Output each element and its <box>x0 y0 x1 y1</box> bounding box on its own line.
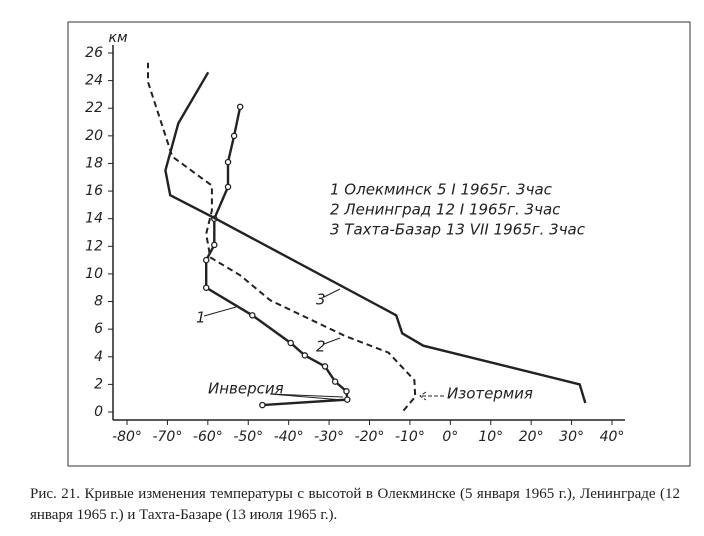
arrow <box>269 393 344 401</box>
point <box>211 241 218 249</box>
y-tick-label: 4 <box>94 349 103 365</box>
x-tick-label: 30° <box>559 429 584 445</box>
y-tick-label: 6 <box>94 321 103 337</box>
curve-label: 3 <box>316 291 326 309</box>
frame <box>67 21 691 467</box>
x-tick-label: -20° <box>355 429 385 445</box>
x-tick-label: -50° <box>233 429 263 445</box>
y-tick-label: 18 <box>85 155 103 171</box>
point <box>249 312 256 319</box>
y-tick-label: 24 <box>85 73 103 89</box>
x-tick-label: -10° <box>395 429 425 445</box>
x-tick-label: 40° <box>600 429 625 445</box>
point <box>224 183 232 191</box>
y-tick-label: 12 <box>85 238 103 254</box>
y-tick-label: 20 <box>85 128 103 144</box>
x-tick-label: 10° <box>478 429 503 445</box>
legend-entry: 1 Олекминск 5 I 1965г. 3час <box>330 181 553 199</box>
leader <box>323 337 341 345</box>
leader <box>323 288 341 298</box>
y-tick-label: 2 <box>94 376 103 392</box>
point <box>224 158 232 166</box>
x-tick-label: 20° <box>519 429 544 445</box>
y-tick-label: 26 <box>85 45 103 61</box>
legend-entry: 2 Ленинград 12 I 1965г. 3час <box>330 201 561 219</box>
annotation: Инверсия <box>208 380 284 398</box>
arrow <box>419 391 444 401</box>
x-tick-label: -30° <box>314 429 344 445</box>
x-tick-label: -80° <box>112 429 142 445</box>
point <box>230 132 238 140</box>
leader <box>203 306 237 317</box>
point <box>321 363 329 370</box>
y-axis-label: км <box>108 30 127 46</box>
point <box>343 388 350 395</box>
point <box>259 401 266 409</box>
point <box>301 352 309 359</box>
y-tick-label: 0 <box>94 404 103 420</box>
y-tick-label: 16 <box>85 183 103 199</box>
curve-label: 1 <box>196 309 206 327</box>
caption: Рис. 21. Кривые изменения температуры с … <box>30 486 680 523</box>
point <box>331 378 339 385</box>
series-line <box>205 106 349 407</box>
x-tick-label: -60° <box>193 429 223 445</box>
x-tick-label: -70° <box>152 429 182 445</box>
point <box>236 103 244 111</box>
legend-entry: 3 Тахта-Базар 13 VII 1965г. 3час <box>330 221 586 239</box>
series-line <box>164 71 587 404</box>
x-tick-label: -40° <box>274 429 304 445</box>
series-line <box>147 62 417 412</box>
point <box>287 339 294 347</box>
y-tick-label: 10 <box>85 266 103 282</box>
point <box>202 256 210 264</box>
curve-label: 2 <box>316 338 326 356</box>
annotation: Изотермия <box>447 385 533 403</box>
y-tick-label: 8 <box>94 294 103 310</box>
point <box>344 396 351 403</box>
y-tick-label: 22 <box>85 100 103 116</box>
point <box>202 284 210 291</box>
y-tick-label: 14 <box>85 211 103 227</box>
x-tick-label: 0° <box>442 429 458 445</box>
